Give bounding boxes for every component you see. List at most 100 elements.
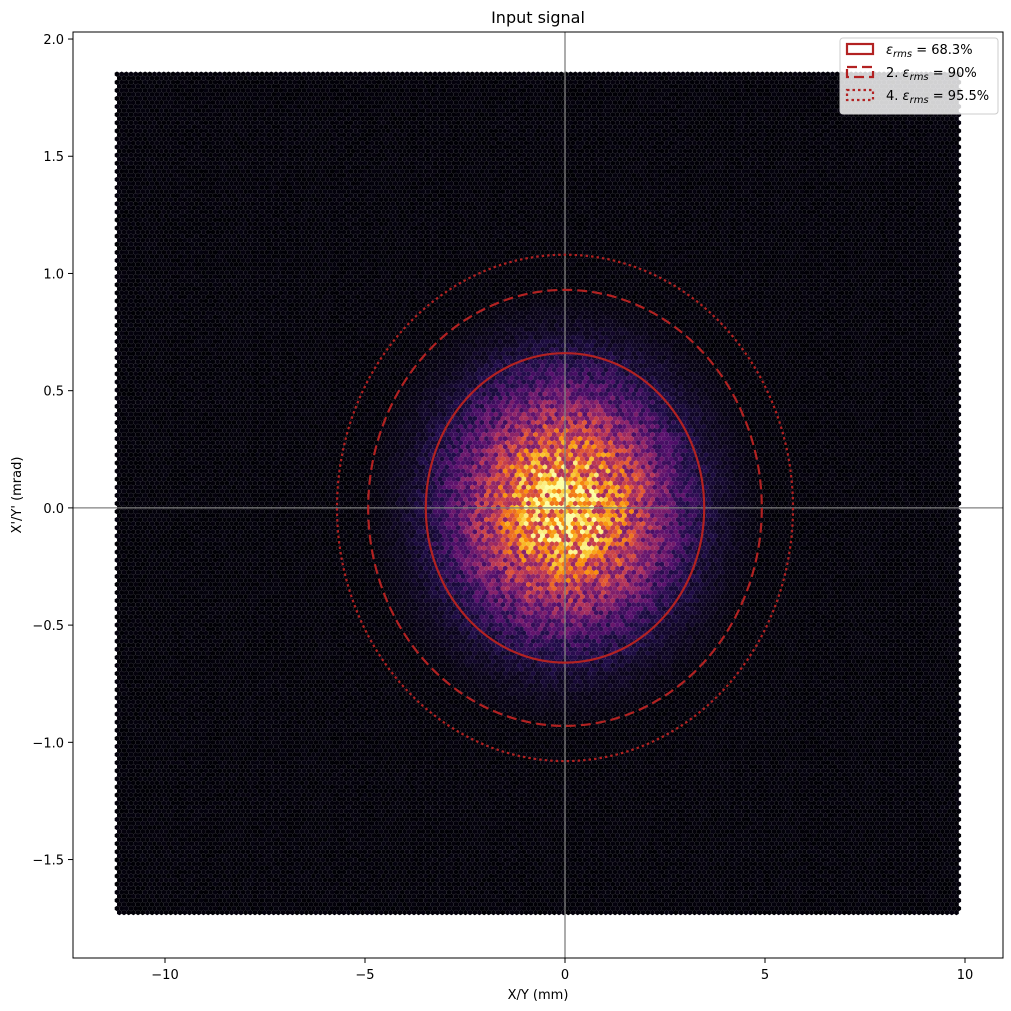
hexbin-cell — [250, 71, 255, 77]
hexbin-cell — [549, 79, 555, 85]
hexbin-cell — [746, 71, 751, 77]
hexbin-cell — [792, 79, 798, 85]
hexbin-cell — [769, 79, 775, 85]
hexbin-cell — [809, 75, 814, 81]
hexbin-cell — [357, 79, 363, 85]
hexbin-cell — [696, 75, 702, 81]
hexbin-cell — [119, 79, 124, 85]
hexbin-cell — [746, 79, 751, 85]
hexbin-cell — [479, 79, 485, 85]
hexbin-cell — [502, 71, 508, 77]
hexbin-cell — [767, 75, 772, 81]
hexbin-cell — [533, 75, 538, 81]
hexbin-cell — [367, 71, 372, 77]
hexbin-cell — [332, 83, 337, 89]
hexbin-cell — [442, 71, 447, 77]
hexbin-cell — [182, 83, 188, 89]
hexbin-cell — [252, 83, 258, 89]
hexbin-cell — [488, 71, 494, 77]
hexbin-cell — [350, 83, 356, 89]
hexbin-cell — [215, 83, 220, 89]
hexbin-cell — [521, 71, 527, 77]
hexbin-cell — [498, 71, 503, 77]
hexbin-cell — [128, 71, 134, 77]
hexbin-cell — [565, 75, 571, 81]
hexbin-cell — [210, 75, 216, 81]
hexbin-cell — [299, 83, 305, 89]
hexbin-cell — [311, 79, 316, 85]
hexbin-cell — [320, 71, 326, 77]
hexbin-cell — [811, 71, 817, 77]
hexbin-cell — [182, 75, 188, 81]
hexbin-cell — [762, 75, 767, 81]
hexbin-cell — [437, 79, 442, 85]
hexbin-cell — [294, 75, 300, 81]
hexbin-cell — [299, 75, 305, 81]
hexbin-cell — [554, 79, 559, 85]
hexbin-cell — [727, 79, 732, 85]
hexbin-cell — [390, 71, 396, 77]
hexbin-cell — [278, 71, 283, 77]
hexbin-cell — [304, 83, 309, 89]
hexbin-cell — [166, 79, 171, 85]
hexbin-cell — [224, 75, 230, 81]
hexbin-cell — [825, 71, 831, 77]
hexbin-cell — [245, 71, 251, 77]
hexbin-cell — [285, 83, 290, 89]
hexbin-cell — [383, 75, 389, 81]
hexbin-cell — [666, 79, 672, 85]
hexbin-cell — [285, 75, 290, 81]
hexbin-cell — [722, 79, 728, 85]
hexbin-cell — [124, 71, 129, 77]
hexbin-cell — [341, 83, 347, 89]
hexbin-cell — [278, 79, 283, 85]
hexbin-cell — [615, 71, 620, 77]
hexbin-cell — [117, 83, 122, 89]
hexbin-cell — [722, 71, 728, 77]
hexbin-cell — [500, 75, 506, 81]
hexbin-cell — [430, 75, 435, 81]
hexbin-cell — [276, 83, 281, 89]
hexbin-cell — [205, 83, 211, 89]
hexbin-cell — [203, 71, 209, 77]
hexbin-cell — [832, 75, 838, 81]
hexbin-cell — [781, 75, 786, 81]
hexbin-cell — [601, 71, 606, 77]
hexbin-cell — [343, 71, 349, 77]
hexbin-cell — [327, 83, 333, 89]
hexbin-cell — [414, 79, 419, 85]
hexbin-cell — [177, 75, 183, 81]
hexbin-cell — [741, 79, 746, 85]
hexbin-cell — [294, 83, 300, 89]
hexbin-cell — [570, 75, 576, 81]
hexbin-cell — [680, 71, 686, 77]
hexbin-cell — [493, 71, 499, 77]
hexbin-cell — [334, 79, 340, 85]
hexbin-cell — [507, 79, 513, 85]
hexbin-cell — [308, 75, 314, 81]
hexbin-cell — [825, 79, 831, 85]
hexbin-cell — [313, 83, 319, 89]
hexbin-cell — [343, 79, 349, 85]
hexbin-cell — [168, 83, 174, 89]
hexbin-cell — [297, 79, 302, 85]
hexbin-cell — [526, 79, 531, 85]
hexbin-cell — [804, 75, 810, 81]
hexbin-cell — [292, 71, 297, 77]
hexbin-cell — [145, 75, 150, 81]
hexbin-cell — [257, 75, 262, 81]
hexbin-cell — [830, 79, 835, 85]
hexbin-cell — [135, 75, 141, 81]
hexbin-cell — [797, 71, 803, 77]
hexbin-cell — [194, 71, 199, 77]
hexbin-cell — [184, 71, 190, 77]
hexbin-cell — [664, 75, 669, 81]
hexbin-cell — [540, 71, 545, 77]
hexbin-cell — [147, 71, 153, 77]
hexbin-cell — [262, 83, 267, 89]
hexbin-cell — [399, 79, 405, 85]
hexbin-cell — [470, 79, 475, 85]
hexbin-cell — [201, 83, 206, 89]
hexbin-cell — [364, 75, 370, 81]
